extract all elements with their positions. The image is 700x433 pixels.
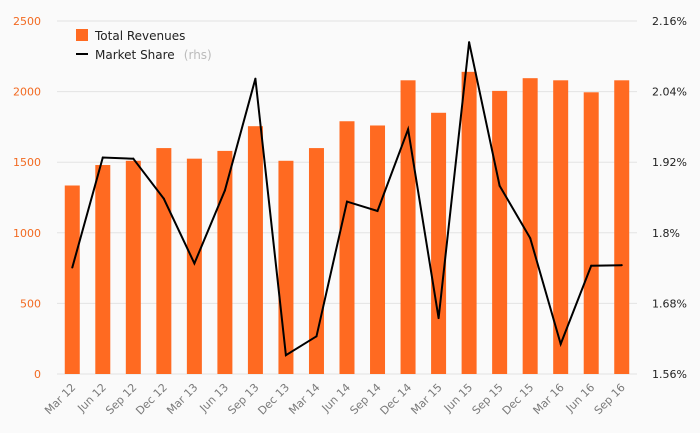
x-tick-label: Dec 13 — [255, 381, 292, 418]
right-tick-label: 1.92% — [652, 156, 687, 169]
x-tick-label: Dec 12 — [133, 381, 170, 418]
point-market-share — [437, 317, 440, 320]
bar-total-revenues — [278, 160, 294, 374]
point-market-share — [223, 189, 226, 192]
bar-total-revenues — [583, 92, 599, 374]
bar-total-revenues — [95, 165, 111, 374]
x-tick-label: Dec 15 — [500, 381, 537, 418]
legend-market-share-name: Market Share — [95, 48, 175, 62]
revenue-bars — [64, 71, 630, 375]
x-tick-label: Sep 13 — [225, 381, 261, 417]
x-tick-label: Sep 15 — [470, 381, 506, 417]
point-market-share — [346, 200, 348, 203]
bar-total-revenues — [553, 80, 569, 374]
x-tick-label: Jun 14 — [319, 381, 353, 415]
bar-total-revenues — [339, 121, 355, 374]
x-tick-label: Mar 12 — [42, 381, 78, 417]
point-market-share — [620, 264, 623, 267]
bar-total-revenues — [125, 160, 141, 374]
x-tick-label: Jun 16 — [563, 381, 597, 415]
x-tick-label: Sep 16 — [592, 381, 628, 417]
bar-total-revenues — [156, 148, 172, 374]
left-tick-label: 500 — [20, 297, 41, 310]
left-tick-label: 2500 — [13, 15, 41, 28]
bar-total-revenues — [461, 71, 477, 374]
bar-total-revenues — [614, 80, 630, 374]
right-tick-label: 2.04% — [652, 86, 687, 99]
x-tick-label: Sep 14 — [347, 381, 383, 417]
right-tick-label: 1.8% — [652, 227, 680, 240]
point-market-share — [71, 266, 74, 269]
bar-total-revenues — [522, 78, 538, 374]
x-tick-label: Sep 12 — [103, 381, 139, 417]
x-tick-label: Mar 13 — [164, 381, 200, 417]
point-market-share — [193, 262, 196, 265]
bar-total-revenues — [186, 158, 202, 374]
left-tick-label: 2000 — [13, 86, 41, 99]
bar-total-revenues — [492, 90, 508, 375]
point-market-share — [407, 128, 410, 131]
point-market-share — [498, 184, 501, 187]
x-tick-label: Mar 16 — [531, 381, 567, 417]
left-axis: 0 500 1000 1500 2000 2500 — [13, 15, 41, 381]
x-tick-label: Jun 13 — [197, 381, 231, 415]
bar-total-revenues — [217, 150, 233, 374]
legend-label-market-share: Market Share (rhs) — [95, 44, 212, 63]
bar-total-revenues — [400, 80, 416, 374]
point-market-share — [101, 156, 104, 159]
bar-total-revenues — [247, 126, 263, 374]
point-market-share — [468, 41, 471, 44]
point-market-share — [590, 264, 593, 267]
point-market-share — [559, 342, 562, 345]
x-tick-label: Mar 15 — [408, 381, 444, 417]
x-tick-label: Jun 15 — [441, 381, 475, 415]
bar-total-revenues — [431, 112, 447, 374]
right-tick-label: 1.68% — [652, 297, 687, 310]
legend-market-share-suffix: (rhs) — [184, 48, 212, 62]
left-tick-label: 1500 — [13, 156, 41, 169]
x-tick-label: Mar 14 — [286, 381, 322, 417]
bar-total-revenues — [370, 125, 386, 374]
x-tick-label: Dec 14 — [378, 381, 415, 418]
point-market-share — [529, 237, 532, 240]
bar-total-revenues — [64, 185, 80, 374]
market-share-line — [71, 41, 623, 357]
point-market-share — [254, 77, 257, 80]
right-tick-label: 2.16% — [652, 15, 687, 28]
left-tick-label: 1000 — [13, 227, 41, 240]
right-tick-label: 1.56% — [652, 368, 687, 381]
point-market-share — [315, 335, 318, 338]
right-axis: 1.56% 1.68% 1.8% 1.92% 2.04% 2.16% — [652, 15, 687, 381]
point-market-share — [132, 157, 135, 160]
x-tick-label: Jun 12 — [74, 381, 108, 415]
legend-label-total-revenues: Total Revenues — [94, 29, 185, 43]
point-market-share — [284, 354, 287, 357]
point-market-share — [376, 210, 379, 213]
legend: Total Revenues Market Share (rhs) — [76, 29, 212, 63]
left-tick-label: 0 — [34, 368, 41, 381]
legend-swatch-total-revenues — [76, 29, 88, 41]
point-market-share — [162, 197, 165, 200]
